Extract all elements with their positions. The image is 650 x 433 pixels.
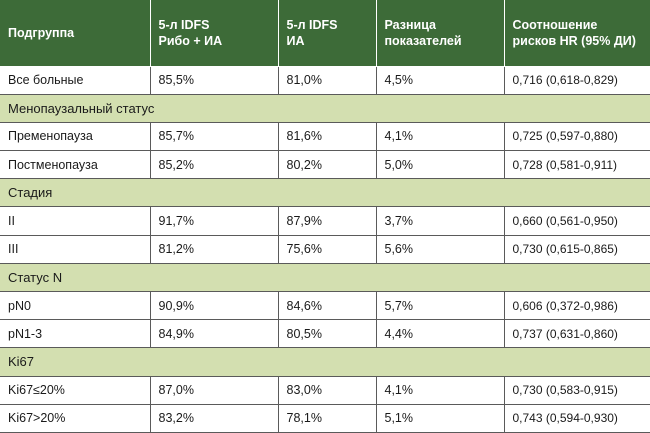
cell-idfs-ai: 78,1% bbox=[277, 403, 377, 433]
table-row: Все больные 85,5% 81,0% 4,5% 0,716 (0,618-0,… bbox=[0, 65, 650, 95]
table-row: Постменопауза 85,2% 80,2% 5,0% 0,728 (0,581-… bbox=[0, 150, 650, 180]
group-label: Стадия bbox=[0, 178, 650, 208]
table-row: III 81,2% 75,6% 5,6% 0,730 (0,615-0,865) bbox=[0, 234, 650, 264]
cell-difference: 5,1% bbox=[375, 403, 505, 433]
header-row: Подгруппа 5-л IDFS Рибо + ИА 5-л IDFS ИА… bbox=[0, 0, 650, 67]
cell-subgroup: Все больные bbox=[0, 65, 151, 95]
table-row: Пременопауза 85,7% 81,6% 4,1% 0,725 (0,597-0… bbox=[0, 121, 650, 152]
cell-hazard-ratio: 0,606 (0,372-0,986) bbox=[503, 290, 650, 321]
cell-idfs-ai: 80,2% bbox=[277, 150, 377, 180]
table-row: pN1-3 84,9% 80,5% 4,4% 0,737 (0,631-0,860) bbox=[0, 319, 650, 349]
header-subgroup: Подгруппа bbox=[0, 0, 151, 67]
header-difference: Разница показателей bbox=[376, 0, 505, 67]
cell-idfs-ribo-ai: 81,2% bbox=[149, 234, 279, 264]
cell-subgroup: III bbox=[0, 234, 151, 264]
cell-difference: 4,1% bbox=[375, 121, 505, 152]
table-row: II 91,7% 87,9% 3,7% 0,660 (0,561-0,950) bbox=[0, 206, 650, 236]
cell-idfs-ai: 80,5% bbox=[277, 319, 377, 349]
cell-hazard-ratio: 0,716 (0,618-0,829) bbox=[503, 65, 650, 95]
cell-hazard-ratio: 0,728 (0,581-0,911) bbox=[503, 150, 650, 180]
cell-hazard-ratio: 0,743 (0,594-0,930) bbox=[503, 403, 650, 433]
cell-idfs-ai: 87,9% bbox=[277, 206, 377, 236]
cell-subgroup: Пременопауза bbox=[0, 121, 151, 152]
group-label: Ki67 bbox=[0, 347, 650, 377]
cell-difference: 4,5% bbox=[375, 65, 505, 95]
cell-subgroup: Ki67>20% bbox=[0, 403, 151, 433]
header-idfs-ai: 5-л IDFS ИА bbox=[278, 0, 377, 67]
group-label: Менопаузальный статус bbox=[0, 93, 650, 123]
cell-idfs-ribo-ai: 91,7% bbox=[149, 206, 279, 236]
cell-subgroup: Постменопауза bbox=[0, 150, 151, 180]
cell-subgroup: Ki67≤20% bbox=[0, 375, 151, 405]
cell-difference: 5,0% bbox=[375, 150, 505, 180]
cell-idfs-ribo-ai: 85,7% bbox=[149, 121, 279, 152]
cell-difference: 4,1% bbox=[375, 375, 505, 405]
cell-subgroup: pN0 bbox=[0, 290, 151, 321]
cell-hazard-ratio: 0,660 (0,561-0,950) bbox=[503, 206, 650, 236]
header-hazard-ratio: Соотношение рисков HR (95% ДИ) bbox=[504, 0, 650, 67]
cell-subgroup: pN1-3 bbox=[0, 319, 151, 349]
cell-idfs-ai: 75,6% bbox=[277, 234, 377, 264]
cell-idfs-ai: 84,6% bbox=[277, 290, 377, 321]
cell-hazard-ratio: 0,725 (0,597-0,880) bbox=[503, 121, 650, 152]
cell-difference: 5,6% bbox=[375, 234, 505, 264]
cell-hazard-ratio: 0,737 (0,631-0,860) bbox=[503, 319, 650, 349]
group-header-row: Менопаузальный статус bbox=[0, 93, 650, 123]
table-row: Ki67>20% 83,2% 78,1% 5,1% 0,743 (0,594-0,930… bbox=[0, 403, 650, 433]
table-body: Все больные 85,5% 81,0% 4,5% 0,716 (0,618-0,… bbox=[0, 65, 650, 433]
cell-idfs-ribo-ai: 83,2% bbox=[149, 403, 279, 433]
cell-idfs-ai: 81,0% bbox=[277, 65, 377, 95]
cell-idfs-ai: 81,6% bbox=[277, 121, 377, 152]
cell-difference: 4,4% bbox=[375, 319, 505, 349]
cell-idfs-ribo-ai: 87,0% bbox=[149, 375, 279, 405]
cell-hazard-ratio: 0,730 (0,583-0,915) bbox=[503, 375, 650, 405]
cell-idfs-ribo-ai: 85,2% bbox=[149, 150, 279, 180]
cell-idfs-ribo-ai: 85,5% bbox=[149, 65, 279, 95]
group-header-row: Стадия bbox=[0, 178, 650, 208]
cell-difference: 3,7% bbox=[375, 206, 505, 236]
cell-hazard-ratio: 0,730 (0,615-0,865) bbox=[503, 234, 650, 264]
group-header-row: Статус N bbox=[0, 262, 650, 293]
header-idfs-ribo-ai: 5-л IDFS Рибо + ИА bbox=[150, 0, 279, 67]
table-header: Подгруппа 5-л IDFS Рибо + ИА 5-л IDFS ИА… bbox=[0, 0, 650, 67]
cell-idfs-ribo-ai: 90,9% bbox=[149, 290, 279, 321]
group-label: Статус N bbox=[0, 262, 650, 293]
group-header-row: Ki67 bbox=[0, 347, 650, 377]
cell-subgroup: II bbox=[0, 206, 151, 236]
cell-idfs-ribo-ai: 84,9% bbox=[149, 319, 279, 349]
cell-difference: 5,7% bbox=[375, 290, 505, 321]
table-row: Ki67≤20% 87,0% 83,0% 4,1% 0,730 (0,583-0,915… bbox=[0, 375, 650, 405]
cell-idfs-ai: 83,0% bbox=[277, 375, 377, 405]
table-row: pN0 90,9% 84,6% 5,7% 0,606 (0,372-0,986) bbox=[0, 290, 650, 321]
